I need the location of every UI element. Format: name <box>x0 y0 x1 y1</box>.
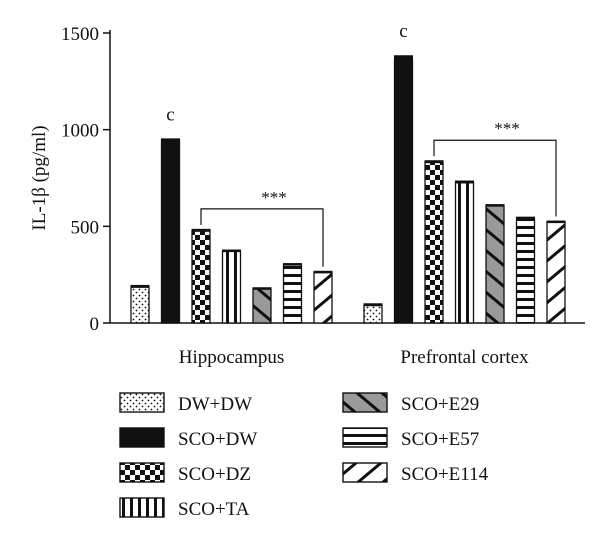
legend: DW+DW SCO+DW SCO+DZ SCO+TA SCO+E29 SCO+E57 SCO… <box>119 392 489 520</box>
y-tick-label: 500 <box>71 217 100 238</box>
y-tick-label: 1500 <box>61 24 99 45</box>
bar <box>454 182 475 324</box>
bar <box>221 250 242 324</box>
significance-stars: *** <box>261 188 287 207</box>
bar <box>282 264 303 324</box>
bars: Hippocampus Prefrontal cortex <box>130 55 566 368</box>
bar <box>424 161 444 324</box>
axes: 0 500 1000 1500 IL-1β (pg/ml) <box>29 24 585 335</box>
significance-letter: c <box>166 104 174 125</box>
significance-bracket <box>433 139 557 217</box>
error-bar <box>424 160 444 163</box>
y-tick-label: 0 <box>90 314 100 335</box>
legend-label: SCO+E57 <box>401 429 479 450</box>
error-bar <box>222 249 241 252</box>
legend-label: SCO+TA <box>178 499 250 520</box>
bar <box>546 221 566 324</box>
legend-label: SCO+E29 <box>401 394 479 415</box>
significance-stars: *** <box>494 119 520 138</box>
error-bar <box>130 284 150 288</box>
legend-swatch <box>119 427 165 448</box>
significance-letter: c <box>399 21 407 42</box>
bar <box>485 205 505 324</box>
y-tick-label: 1000 <box>61 121 99 142</box>
error-bar <box>313 270 333 273</box>
annotations: c c *** *** <box>166 21 557 267</box>
bar <box>393 59 414 324</box>
error-bar <box>161 138 180 141</box>
group-label: Prefrontal cortex <box>400 347 529 368</box>
error-bar <box>455 180 474 183</box>
error-bar <box>516 216 535 219</box>
bar <box>515 217 536 324</box>
bar <box>160 139 181 324</box>
legend-label: SCO+DZ <box>178 464 251 485</box>
legend-swatch <box>342 462 388 483</box>
error-bar <box>546 220 566 223</box>
legend-swatch <box>342 392 388 413</box>
error-bar <box>394 55 413 61</box>
bar <box>313 272 333 324</box>
legend-label: DW+DW <box>178 394 252 415</box>
error-bar <box>283 263 302 266</box>
legend-swatch <box>119 392 165 413</box>
bar <box>130 286 150 324</box>
error-bar <box>485 204 505 207</box>
group-label: Hippocampus <box>179 347 285 368</box>
bar <box>363 304 383 324</box>
legend-label: SCO+DW <box>178 429 257 450</box>
error-bar <box>363 303 383 306</box>
legend-swatch <box>342 427 388 448</box>
error-bar <box>191 228 211 232</box>
significance-bracket <box>200 208 324 267</box>
y-axis-label: IL-1β (pg/ml) <box>29 125 50 230</box>
legend-swatch <box>119 462 165 483</box>
error-bar <box>252 287 272 290</box>
bar <box>252 288 272 324</box>
legend-label: SCO+E114 <box>401 464 489 485</box>
bar <box>191 230 211 324</box>
legend-swatch <box>119 497 165 518</box>
